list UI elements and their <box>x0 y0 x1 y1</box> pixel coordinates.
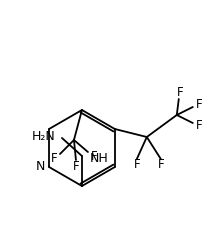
Text: F: F <box>133 159 139 172</box>
Text: F: F <box>72 159 79 173</box>
Text: F: F <box>90 149 97 163</box>
Text: H₂N: H₂N <box>32 129 56 143</box>
Text: F: F <box>157 159 163 172</box>
Text: F: F <box>50 152 57 164</box>
Text: F: F <box>195 99 201 111</box>
Text: F: F <box>176 86 182 99</box>
Text: F: F <box>195 119 201 133</box>
Text: N: N <box>36 160 45 174</box>
Text: NH: NH <box>89 153 108 165</box>
